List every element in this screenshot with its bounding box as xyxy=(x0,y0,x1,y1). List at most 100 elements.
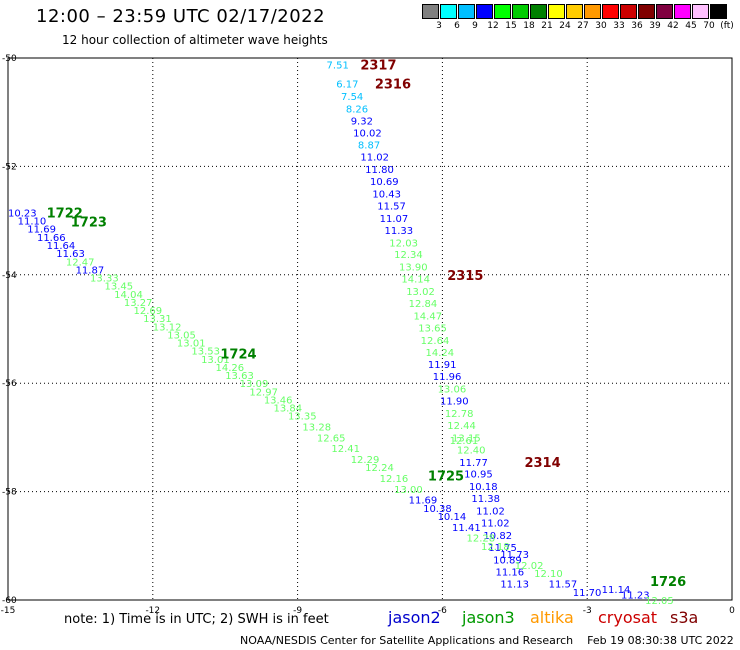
pass-time-label: 1724 xyxy=(220,347,256,362)
wave-height-label: 11.96 xyxy=(433,372,462,383)
wave-height-label: 10.43 xyxy=(372,190,401,201)
wave-height-label: 12.05 xyxy=(645,596,674,607)
wave-height-label: 11.70 xyxy=(573,588,602,599)
wave-height-label: 12.84 xyxy=(409,299,438,310)
wave-height-label: 13.01 xyxy=(201,355,230,366)
wave-height-label: 11.80 xyxy=(365,165,394,176)
wave-height-label: 11.41 xyxy=(452,523,481,534)
x-tick-label: -3 xyxy=(583,606,592,616)
wave-height-label: 12.61 xyxy=(450,436,479,447)
wave-height-label: 12.97 xyxy=(249,387,278,398)
color-scale-label: 45 xyxy=(685,21,697,31)
wave-height-label: 11.87 xyxy=(76,265,105,276)
satellite-label: s3a xyxy=(670,608,699,627)
color-swatch xyxy=(494,4,511,19)
wave-height-label: 11.23 xyxy=(621,591,650,602)
color-swatch xyxy=(512,4,529,19)
wave-height-label: 13.53 xyxy=(191,347,220,358)
plot-frame xyxy=(7,57,733,601)
data-marks: 7.516.177.548.269.3210.028.8711.0211.801… xyxy=(8,59,686,607)
color-scale-label: 6 xyxy=(454,21,460,31)
wave-height-label: 13.01 xyxy=(177,339,206,350)
wave-height-label: 12.10 xyxy=(534,569,563,580)
y-tick-label: -54 xyxy=(2,271,17,281)
satellite-label: jason3 xyxy=(462,608,515,627)
wave-height-label: 11.38 xyxy=(471,494,500,505)
y-tick-label: -52 xyxy=(2,162,17,172)
wave-height-label: 14.47 xyxy=(413,311,442,322)
color-scale-label: 24 xyxy=(559,21,571,31)
wave-height-label: 10.14 xyxy=(438,512,467,523)
wave-height-label: 13.06 xyxy=(438,385,467,396)
y-tick-label: -50 xyxy=(2,54,17,64)
wave-height-label: 13.15 xyxy=(452,433,481,444)
wave-height-label: 8.87 xyxy=(358,141,380,152)
satellite-label: jason2 xyxy=(388,608,441,627)
y-tick-label: -56 xyxy=(2,379,17,389)
wave-height-label: 13.05 xyxy=(167,330,196,341)
color-swatch xyxy=(692,4,709,19)
y-tick-label: -60 xyxy=(2,596,17,606)
wave-height-label: 12.41 xyxy=(331,444,360,455)
wave-height-label: 10.82 xyxy=(483,531,512,542)
wave-height-label: 11.57 xyxy=(377,201,406,212)
wave-height-label: 12.28 xyxy=(467,534,496,545)
wave-height-label: 13.90 xyxy=(399,263,428,274)
color-scale-label: 70 xyxy=(703,21,715,31)
wave-height-label: 11.90 xyxy=(440,397,469,408)
color-swatch xyxy=(530,4,547,19)
x-tick-label: -6 xyxy=(438,606,447,616)
wave-height-label: 13.84 xyxy=(273,404,302,415)
pass-time-label: 2317 xyxy=(360,59,396,74)
color-scale-label: 9 xyxy=(472,21,478,31)
color-swatch xyxy=(656,4,673,19)
wave-height-label: 12.34 xyxy=(394,250,423,261)
wave-height-label: 12.64 xyxy=(421,336,450,347)
wave-height-label: 12.24 xyxy=(365,463,394,474)
wave-height-label: 11.64 xyxy=(47,241,76,252)
color-scale-label: 36 xyxy=(631,21,643,31)
pass-time-label: 1725 xyxy=(428,469,464,484)
wave-height-label: 11.13 xyxy=(500,580,529,591)
color-swatch xyxy=(602,4,619,19)
color-swatch xyxy=(674,4,691,19)
wave-height-label: 11.75 xyxy=(488,543,517,554)
wave-height-label: 10.89 xyxy=(493,555,522,566)
pass-time-label: 2316 xyxy=(375,77,411,92)
wave-height-label: 7.51 xyxy=(327,61,349,72)
pass-time-label: 1722 xyxy=(47,206,83,221)
wave-height-label: 11.02 xyxy=(476,507,505,518)
wave-height-label: 13.31 xyxy=(143,314,172,325)
color-swatch xyxy=(566,4,583,19)
wave-height-label: 11.16 xyxy=(495,567,524,578)
wave-height-label: 14.14 xyxy=(401,275,430,286)
x-tick-label: -12 xyxy=(145,606,160,616)
wave-height-label: 13.46 xyxy=(264,395,293,406)
color-scale-label: 39 xyxy=(649,21,661,31)
chart-subtitle: 12 hour collection of altimeter wave hei… xyxy=(62,33,328,47)
wave-height-label: 12.47 xyxy=(66,257,95,268)
wave-height-label: 13.00 xyxy=(394,485,423,496)
wave-height-label: 10.38 xyxy=(423,504,452,515)
wave-height-label: 12.02 xyxy=(515,561,544,572)
wave-height-label: 6.17 xyxy=(336,79,358,90)
wave-height-label: 11.69 xyxy=(409,496,438,507)
wave-height-label: 12.03 xyxy=(389,238,418,249)
wave-height-label: 7.54 xyxy=(341,92,363,103)
wave-height-label: 11.02 xyxy=(360,153,389,164)
wave-height-label: 8.26 xyxy=(346,104,368,115)
wave-height-label: 12.44 xyxy=(447,421,476,432)
color-swatch xyxy=(548,4,565,19)
wave-height-label: 12.65 xyxy=(317,433,346,444)
wave-height-label: 13.45 xyxy=(105,282,134,293)
pass-time-label: 1726 xyxy=(650,575,686,590)
wave-height-label: 11.02 xyxy=(481,518,510,529)
grid: -15 -12 -9 -6 -3 0 -50 -52 -54 -56 -58 -60 xyxy=(1,54,735,616)
wave-height-label: 13.63 xyxy=(225,371,254,382)
pass-time-label: 2314 xyxy=(524,456,560,471)
wave-height-label: 11.91 xyxy=(428,360,457,371)
wave-height-label: 11.66 xyxy=(37,233,66,244)
wave-height-label: 11.10 xyxy=(18,217,47,228)
wave-height-label: 14.26 xyxy=(216,363,245,374)
